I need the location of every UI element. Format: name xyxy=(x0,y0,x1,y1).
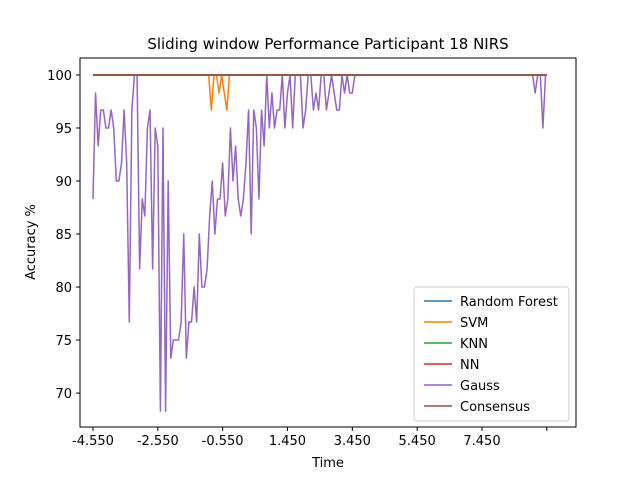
x-tick-label: -4.550 xyxy=(72,434,114,449)
legend-label-random-forest: Random Forest xyxy=(460,295,558,310)
x-tick-label: 3.450 xyxy=(334,434,371,449)
y-axis-label: Accuracy % xyxy=(24,204,39,280)
legend: Random Forest SVM KNN NN Gauss Consensus xyxy=(413,286,570,422)
y-tick-label: 85 xyxy=(55,228,72,243)
y-tick-label: 100 xyxy=(47,69,72,84)
x-tick-label: 1.450 xyxy=(269,434,306,449)
x-tick-label: -0.550 xyxy=(202,434,244,449)
chart-title: Sliding window Performance Participant 1… xyxy=(147,35,508,53)
series-line-svm xyxy=(92,74,547,111)
x-tick-label: -2.550 xyxy=(137,434,179,449)
y-axis: 70 75 80 85 90 95 100 xyxy=(47,69,80,402)
y-tick-label: 70 xyxy=(55,387,72,402)
plot-frame xyxy=(79,57,577,428)
legend-label-svm: SVM xyxy=(460,316,488,331)
y-tick-label: 80 xyxy=(55,281,72,296)
x-tick-label: 5.450 xyxy=(399,434,436,449)
x-axis: -4.550 -2.550 -0.550 1.450 3.450 5.450 7.450 xyxy=(72,427,548,449)
legend-label-nn: NN xyxy=(460,358,479,373)
legend-label-gauss: Gauss xyxy=(460,379,500,394)
legend-box xyxy=(413,286,570,422)
y-tick-label: 95 xyxy=(55,122,72,137)
x-tick-label: 7.450 xyxy=(463,434,500,449)
y-tick-label: 90 xyxy=(55,175,72,190)
x-axis-label: Time xyxy=(311,456,344,471)
legend-label-knn: KNN xyxy=(460,337,488,352)
y-tick-label: 75 xyxy=(55,334,72,349)
legend-label-consensus: Consensus xyxy=(460,400,530,415)
